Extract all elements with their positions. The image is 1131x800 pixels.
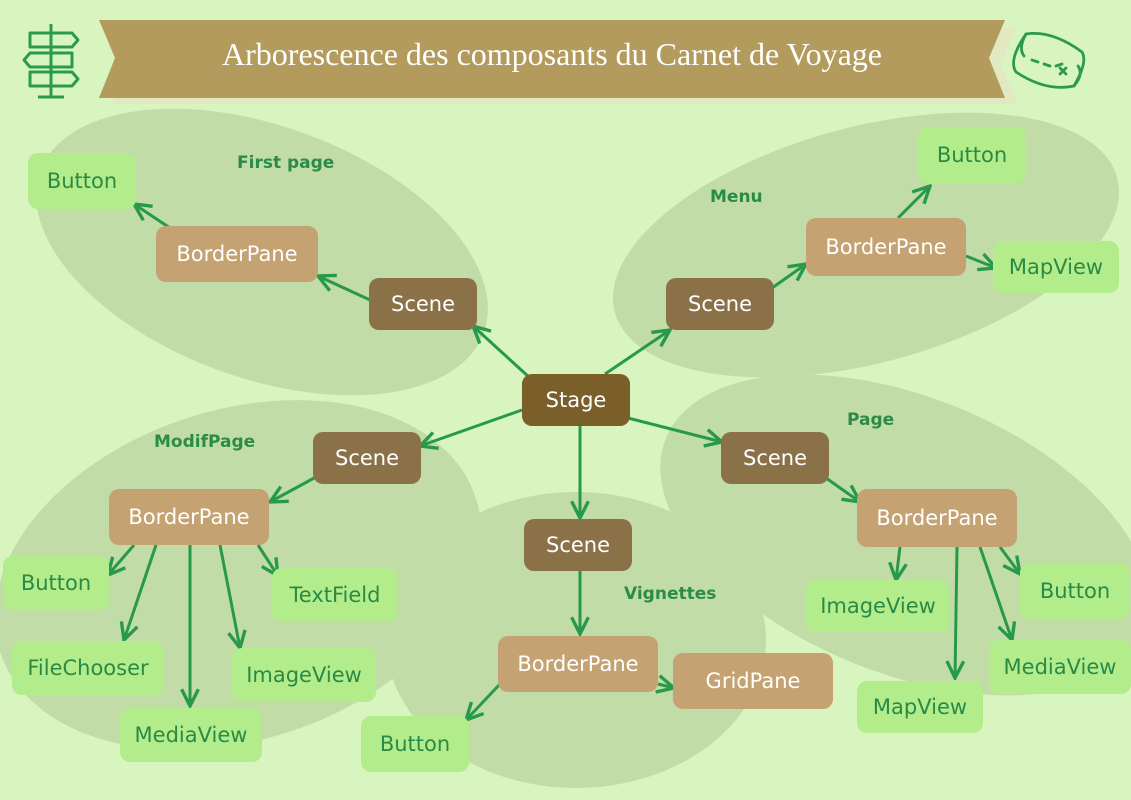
edge-vg-borderpane-to-vg-button xyxy=(466,682,502,720)
node-vg-button: Button xyxy=(361,716,469,772)
edge-mp-borderpane-to-mp-button xyxy=(108,544,136,575)
edge-menu-borderpane-to-menu-mapview xyxy=(965,256,996,268)
node-mp-scene: Scene xyxy=(313,432,421,484)
node-mp-mediaview: MediaView xyxy=(120,708,262,762)
edge-stage-to-fp-scene xyxy=(473,326,532,380)
signpost-icon xyxy=(22,24,80,99)
node-vg-scene: Scene xyxy=(524,519,632,571)
node-pg-mapview: MapView xyxy=(857,681,983,733)
node-fp-scene: Scene xyxy=(369,278,477,330)
node-fp-borderpane: BorderPane xyxy=(156,226,318,282)
edge-pg-borderpane-to-pg-mapview xyxy=(955,546,957,678)
node-pg-button: Button xyxy=(1020,563,1130,619)
group-label-modif-page: ModifPage xyxy=(154,432,255,452)
node-mp-textfield: TextField xyxy=(272,568,398,622)
edge-vg-borderpane-to-vg-gridpane xyxy=(658,684,674,688)
edge-pg-borderpane-to-pg-imageview xyxy=(896,546,900,580)
node-mp-imageview: ImageView xyxy=(232,648,376,702)
node-menu-borderpane: BorderPane xyxy=(806,218,966,276)
edge-stage-to-menu-scene xyxy=(604,330,670,376)
node-pg-mediaview: MediaView xyxy=(989,640,1131,694)
title-banner xyxy=(99,20,1005,98)
node-stage: Stage xyxy=(522,374,630,426)
treasure-map-icon xyxy=(1012,32,1086,89)
node-pg-borderpane: BorderPane xyxy=(857,489,1017,547)
node-pg-imageview: ImageView xyxy=(806,580,950,632)
edge-mp-borderpane-to-mp-filechooser xyxy=(124,544,158,640)
node-menu-button: Button xyxy=(918,127,1026,183)
node-mp-button: Button xyxy=(3,556,109,610)
group-label-vignettes: Vignettes xyxy=(624,584,716,604)
edge-menu-borderpane-to-menu-button xyxy=(896,186,930,220)
edge-pg-borderpane-to-pg-button xyxy=(998,546,1020,574)
edge-stage-to-pg-scene xyxy=(627,416,722,442)
edge-menu-scene-to-menu-borderpane xyxy=(771,264,806,290)
edge-fp-scene-to-fp-borderpane xyxy=(318,276,371,302)
node-fp-button: Button xyxy=(28,153,136,209)
node-vg-borderpane: BorderPane xyxy=(498,636,658,692)
node-pg-scene: Scene xyxy=(721,432,829,484)
edge-pg-borderpane-to-pg-mediaview xyxy=(978,546,1012,640)
group-label-page: Page xyxy=(847,410,894,430)
edge-layer xyxy=(108,186,1020,720)
node-menu-scene: Scene xyxy=(666,278,774,330)
edge-mp-borderpane-to-mp-imageview xyxy=(218,544,240,648)
node-mp-filechooser: FileChooser xyxy=(12,641,164,695)
edge-stage-to-mp-scene xyxy=(420,408,523,446)
node-menu-mapview: MapView xyxy=(993,241,1119,293)
group-label-menu: Menu xyxy=(710,187,763,207)
edge-mp-scene-to-mp-borderpane xyxy=(270,475,317,502)
node-mp-borderpane: BorderPane xyxy=(109,489,269,545)
page-title: Arborescence des composants du Carnet de… xyxy=(222,36,882,72)
node-vg-gridpane: GridPane xyxy=(673,653,833,709)
edge-fp-borderpane-to-fp-button xyxy=(134,204,171,230)
group-label-first-page: First page xyxy=(237,153,334,173)
edge-pg-scene-to-pg-borderpane xyxy=(825,476,860,502)
